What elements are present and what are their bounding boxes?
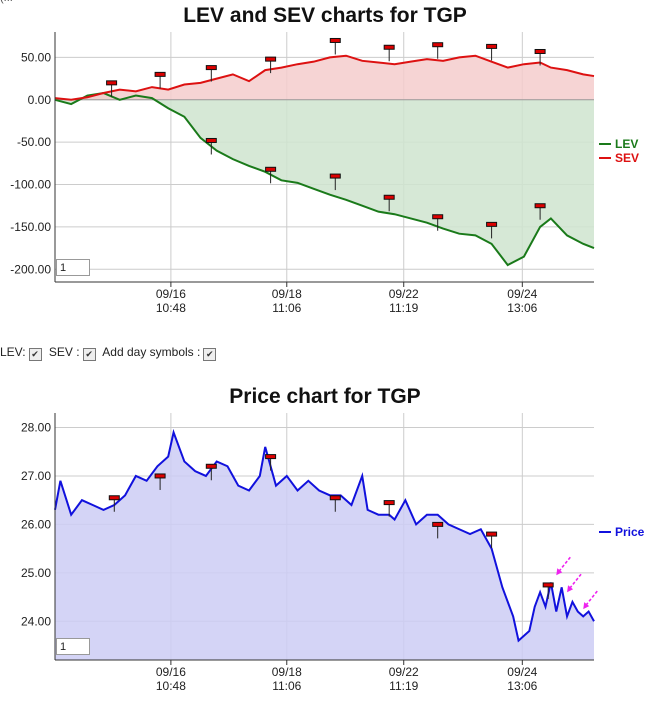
x-tick-date: 09/16 — [156, 665, 186, 679]
day-marker-flag — [154, 71, 166, 77]
day-marker-flag — [534, 48, 546, 54]
series-line-price — [54, 428, 595, 643]
day-marker-flag — [205, 463, 217, 469]
y-tick-label: 0.00 — [28, 93, 52, 107]
day-marker-flag — [432, 42, 444, 48]
legend-label-price: Price — [615, 525, 645, 539]
y-tick-label: 27.00 — [21, 469, 51, 483]
annotation-arrow — [557, 556, 571, 573]
x-tick-time: 13:06 — [507, 301, 537, 315]
x-tick-time: 11:06 — [272, 301, 301, 315]
day-marker-flag — [486, 43, 498, 49]
series-toggle-controls: LEV: ✔ SEV : ✔ Add day symbols : ✔ — [0, 345, 220, 361]
lev-checkbox[interactable]: ✔ — [28, 348, 42, 361]
x-tick-date: 09/18 — [272, 287, 302, 301]
price-chart-title: Price chart for TGP — [229, 385, 421, 408]
y-tick-label: 25.00 — [21, 566, 51, 580]
day-marker-flag — [265, 166, 277, 172]
lev-sev-chart-title: LEV and SEV charts for TGP — [183, 4, 467, 27]
x-tick-time: 10:48 — [156, 301, 186, 315]
day-marker-flag — [329, 37, 341, 43]
day-marker-flag — [432, 521, 444, 527]
day-marker-flag — [534, 203, 546, 209]
x-tick-date: 09/22 — [389, 287, 419, 301]
day-marker-flag — [383, 44, 395, 50]
y-tick-label: -150.00 — [10, 220, 51, 234]
sev-toggle[interactable]: SEV : ✔ — [48, 345, 96, 361]
day-marker-flag — [265, 454, 277, 460]
day-symbols-toggle-label: Add day symbols : — [102, 345, 201, 359]
lev-toggle[interactable]: LEV: ✔ — [0, 345, 42, 361]
x-tick-time: 13:06 — [507, 679, 537, 693]
annotation-arrow — [568, 573, 582, 590]
sev-checkbox[interactable]: ✔ — [82, 348, 96, 361]
y-tick-label: 50.00 — [21, 50, 51, 64]
x-tick-date: 09/24 — [507, 665, 537, 679]
day-marker-flag — [486, 531, 498, 537]
sev-toggle-label: SEV : — [48, 345, 80, 359]
day-marker-flag — [383, 500, 395, 506]
lev-toggle-label: LEV: — [0, 345, 26, 359]
series-line-lev — [54, 91, 595, 267]
series-area-price — [55, 432, 594, 660]
y-tick-label: 24.00 — [21, 614, 51, 628]
y-tick-label: 28.00 — [21, 421, 51, 435]
x-tick-time: 11:06 — [272, 679, 301, 693]
day-marker-flag — [329, 173, 341, 179]
x-tick-date: 09/24 — [507, 287, 537, 301]
annotation-arrowhead — [567, 585, 574, 593]
lev-frame-input[interactable]: 1 — [56, 259, 90, 276]
annotation-arrow — [584, 590, 598, 607]
x-tick-time: 11:19 — [389, 679, 418, 693]
day-symbols-toggle[interactable]: Add day symbols : ✔ — [102, 345, 217, 361]
series-area-lev — [55, 93, 594, 266]
top-clipped-text: (... — [0, 0, 13, 4]
day-marker-flag — [108, 495, 120, 501]
y-tick-label: -200.00 — [10, 262, 51, 276]
day-marker-flag — [205, 65, 217, 71]
series-area-sev — [55, 55, 594, 100]
day-marker-flag — [265, 56, 277, 62]
day-marker-flag — [329, 495, 341, 501]
x-tick-time: 10:48 — [156, 679, 186, 693]
annotation-arrowhead — [583, 602, 590, 610]
x-tick-date: 09/18 — [272, 665, 302, 679]
day-marker-flag — [486, 221, 498, 227]
lev-sev-chart-svg: 50.00 0.00 -50.00 -100.00 -150.00 -200.00 09/1… — [10, 32, 639, 315]
day-marker-flag — [432, 214, 444, 220]
day-marker-flag — [154, 473, 166, 479]
y-tick-label: -50.00 — [17, 135, 51, 149]
x-tick-date: 09/16 — [156, 287, 186, 301]
price-frame-input[interactable]: 1 — [56, 638, 90, 655]
day-marker-flag — [106, 80, 118, 86]
y-tick-label: 26.00 — [21, 517, 51, 531]
y-tick-label: -100.00 — [10, 178, 51, 192]
day-marker-flag — [542, 582, 554, 588]
legend-label-lev: LEV — [615, 137, 638, 151]
day-symbols-checkbox[interactable]: ✔ — [203, 348, 217, 361]
day-marker-flag — [205, 137, 217, 143]
day-marker-flag — [383, 194, 395, 200]
annotation-arrowhead — [556, 568, 563, 576]
legend-label-sev: SEV — [615, 151, 639, 165]
x-tick-date: 09/22 — [389, 665, 419, 679]
x-tick-time: 11:19 — [389, 301, 418, 315]
series-line-sev — [54, 54, 595, 101]
